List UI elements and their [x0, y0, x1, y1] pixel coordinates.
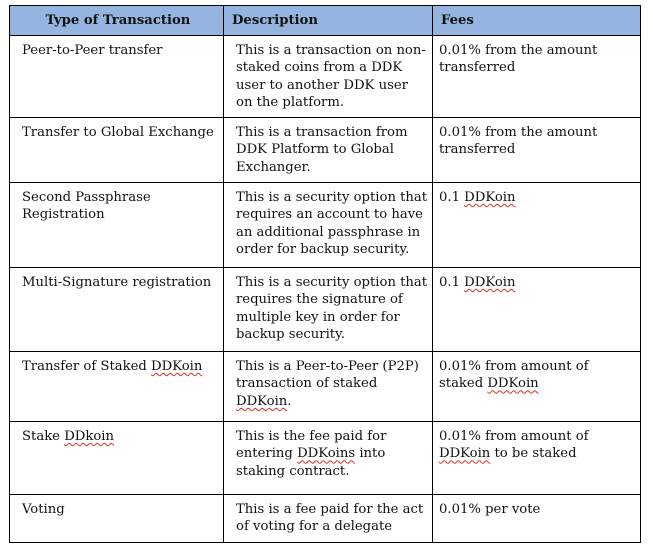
cell-fees: 0.1 DDKoin: [432, 267, 641, 352]
cell-text: This is a Peer-to-Peer (P2P) transaction…: [236, 359, 419, 392]
header-type: Type of Transaction: [9, 5, 224, 36]
misspelled-word: DDKoin: [464, 190, 516, 205]
table-row: Stake DDkoin This is the fee paid for en…: [9, 421, 641, 495]
table-row: Transfer to Global Exchange This is a tr…: [9, 117, 641, 183]
cell-text: This is a fee paid for the act of voting…: [236, 502, 424, 535]
cell-text: to be staked: [490, 446, 577, 462]
misspelled-word: DDKoin: [487, 376, 539, 392]
table-row: Peer-to-Peer transfer This is a transact…: [9, 35, 641, 118]
cell-text: This is a transaction on non-staked coin…: [236, 43, 426, 111]
cell-text: Peer-to-Peer transfer: [22, 43, 163, 58]
cell-type: Stake DDkoin: [9, 421, 224, 495]
cell-text: Transfer to Global Exchange: [22, 125, 214, 140]
cell-type: Transfer of Staked DDKoin: [9, 351, 224, 422]
table-row: Voting This is a fee paid for the act of…: [9, 494, 641, 543]
cell-text: .: [287, 393, 292, 409]
cell-text: 0.1: [439, 190, 465, 205]
table-row: Multi-Signature registration This is a s…: [9, 267, 641, 352]
table-row: Transfer of Staked DDKoin This is a Peer…: [9, 351, 641, 422]
cell-text: 0.01% from amount of staked: [439, 359, 589, 392]
fees-table-container: Type of Transaction Description Fees Pee…: [9, 5, 641, 543]
cell-text: This is a transaction from DDK Platform …: [236, 125, 408, 175]
cell-type: Transfer to Global Exchange: [9, 117, 224, 183]
cell-text: This is a security option that requires …: [236, 275, 428, 343]
cell-text: Voting: [22, 502, 65, 517]
misspelled-word: DDKoin: [464, 275, 516, 290]
cell-text: This is a security option that requires …: [236, 190, 428, 258]
cell-type: Multi-Signature registration: [9, 267, 224, 352]
misspelled-word: DDKoin: [236, 393, 288, 409]
misspelled-word: DDKoins: [297, 446, 356, 462]
cell-type: Peer-to-Peer transfer: [9, 35, 224, 118]
cell-text: 0.01% from amount of: [439, 429, 589, 444]
cell-text: Multi-Signature registration: [22, 275, 212, 290]
cell-text: Stake: [22, 429, 65, 444]
cell-description: This is a fee paid for the act of voting…: [223, 494, 433, 543]
misspelled-word: DDkoin: [64, 429, 114, 444]
table-header-row: Type of Transaction Description Fees: [9, 5, 641, 36]
cell-type: Second Passphrase Registration: [9, 182, 224, 268]
transaction-fees-table: Type of Transaction Description Fees Pee…: [9, 5, 641, 543]
cell-fees: 0.01% from amount of staked DDKoin: [432, 351, 641, 422]
cell-description: This is a transaction from DDK Platform …: [223, 117, 433, 183]
cell-fees: 0.01% from amount of DDKoin to be staked: [432, 421, 641, 495]
misspelled-word: DDKoin: [151, 359, 203, 374]
cell-text: Second Passphrase Registration: [22, 190, 151, 223]
cell-fees: 0.1 DDKoin: [432, 182, 641, 268]
cell-text: Transfer of Staked: [22, 359, 152, 374]
cell-description: This is a transaction on non-staked coin…: [223, 35, 433, 118]
cell-text: 0.01% from the amount transferred: [439, 125, 598, 158]
cell-fees: 0.01% from the amount transferred: [432, 35, 641, 118]
misspelled-word: DDKoin: [439, 446, 491, 462]
table-row: Second Passphrase Registration This is a…: [9, 182, 641, 268]
cell-description: This is a Peer-to-Peer (P2P) transaction…: [223, 351, 433, 422]
cell-text: 0.01% per vote: [439, 502, 541, 517]
cell-description: This is the fee paid for entering DDKoin…: [223, 421, 433, 495]
cell-fees: 0.01% from the amount transferred: [432, 117, 641, 183]
cell-text: into staking contract.: [236, 446, 386, 479]
cell-text: 0.01% from the amount transferred: [439, 43, 598, 76]
cell-description: This is a security option that requires …: [223, 182, 433, 268]
header-description: Description: [223, 5, 433, 36]
cell-fees: 0.01% per vote: [432, 494, 641, 543]
cell-type: Voting: [9, 494, 224, 543]
cell-text: This is the fee paid for entering: [236, 429, 387, 462]
cell-description: This is a security option that requires …: [223, 267, 433, 352]
cell-text: 0.1: [439, 275, 465, 290]
header-fees: Fees: [432, 5, 641, 36]
